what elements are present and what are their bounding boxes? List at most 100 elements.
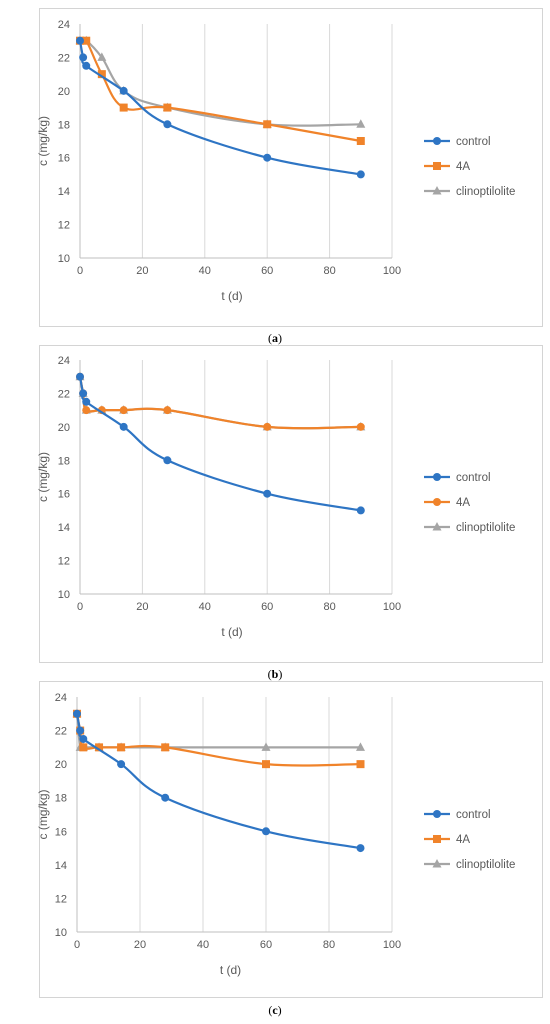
y-axis-label: c (mg/kg)	[36, 116, 50, 166]
data-point-4A	[161, 743, 170, 752]
y-tick-label: 18	[55, 793, 67, 805]
series-4A	[76, 36, 365, 145]
legend-c: control 4A clinoptilolite	[424, 809, 515, 871]
data-point-4A	[356, 760, 365, 769]
x-tick-label: 60	[260, 939, 272, 951]
y-tick-label: 20	[55, 759, 67, 771]
data-point-control	[263, 489, 272, 498]
chart-c: 10 12 14 16 18 20 22 24 0 20 40 60 80 100 t (d) c (mg/k…	[36, 692, 515, 977]
data-point-control	[76, 726, 85, 735]
y-axis-label: c (mg/kg)	[36, 789, 50, 839]
data-point-4A	[82, 36, 91, 45]
data-point-control	[119, 422, 128, 431]
panel-caption-c: (c)	[268, 1003, 282, 1017]
chart-panel-c	[39, 681, 543, 998]
chart-panel-a	[39, 8, 543, 327]
data-point-4A	[119, 406, 128, 415]
data-point-control	[76, 36, 84, 45]
legend-label: 4A	[456, 834, 470, 846]
y-tick-label: 16	[58, 489, 70, 501]
x-tick-label: 60	[261, 265, 273, 277]
y-tick-label: 12	[58, 220, 70, 232]
x-axis-label: t (d)	[221, 289, 242, 303]
y-tick-label: 12	[55, 893, 67, 905]
legend-label: control	[456, 809, 491, 821]
y-tick-label: 14	[58, 522, 70, 534]
y-tick-label: 10	[58, 253, 70, 265]
series-control	[73, 709, 365, 853]
data-point-control	[263, 153, 272, 162]
panel-caption-b: (b)	[267, 667, 283, 681]
legend-marker	[433, 810, 441, 818]
caption-letter-a: a	[272, 331, 278, 345]
data-point-4A	[356, 137, 365, 145]
series-clinoptilolite	[75, 35, 366, 128]
chart-panel-b	[39, 345, 543, 663]
y-tick-label: 24	[58, 19, 70, 31]
x-tick-label: 80	[323, 601, 335, 613]
data-point-control	[163, 120, 172, 129]
y-tick-label: 10	[58, 589, 70, 601]
legend-label: clinoptilolite	[456, 186, 515, 198]
data-point-control	[119, 86, 128, 95]
y-tick-label: 22	[58, 388, 70, 400]
chart-b: 10 12 14 16 18 20 22 24 0 20 40 60 80 100 t (d) c (mg/k…	[36, 355, 515, 639]
legend-b: control 4A clinoptilolite	[424, 472, 515, 534]
chart-a: 10 12 14 16 18 20 22 24 0 20 40 60 80 100 t (d) c (mg/k…	[36, 19, 515, 303]
data-point-control	[82, 61, 91, 70]
data-point-control	[79, 389, 88, 398]
data-point-4A	[262, 760, 270, 769]
series-line-control	[75, 713, 361, 850]
x-tick-label: 100	[383, 601, 401, 613]
caption-letter-c: c	[272, 1003, 278, 1017]
series-line-clinoptilolite	[79, 38, 361, 127]
data-point-control	[356, 506, 365, 515]
caption-letter-b: b	[271, 667, 279, 681]
x-tick-label: 0	[74, 939, 80, 951]
data-point-control	[356, 844, 365, 853]
data-point-clinoptilolite	[356, 119, 366, 128]
y-tick-label: 20	[58, 86, 70, 98]
x-axis-label: t (d)	[221, 625, 242, 639]
data-point-control	[161, 793, 170, 802]
panel-caption-a: (a)	[268, 331, 282, 345]
y-tick-label: 12	[58, 556, 70, 568]
data-point-control	[163, 456, 172, 465]
series-line-4A	[78, 376, 361, 430]
series-4A	[76, 372, 365, 431]
data-point-4A	[263, 120, 272, 129]
series-line-4A	[75, 713, 361, 767]
legend-marker	[432, 522, 442, 531]
legend-label: clinoptilolite	[456, 522, 515, 534]
x-tick-label: 20	[134, 939, 146, 951]
x-axis-label: t (d)	[220, 963, 241, 977]
data-point-4A	[97, 70, 106, 79]
legend-label: control	[456, 472, 491, 484]
x-tick-label: 80	[323, 265, 335, 277]
data-point-4A	[82, 406, 91, 415]
series-control	[76, 36, 365, 179]
series-4A	[73, 709, 365, 769]
y-tick-label: 10	[55, 927, 67, 939]
data-point-control	[82, 397, 91, 406]
data-point-control	[79, 734, 88, 743]
y-tick-label: 22	[55, 726, 67, 738]
data-point-control	[79, 53, 88, 62]
x-tick-label: 100	[383, 265, 401, 277]
legend-label: clinoptilolite	[456, 859, 515, 871]
legend-marker	[432, 859, 442, 868]
data-point-4A	[263, 422, 272, 431]
data-point-4A	[119, 103, 128, 112]
x-tick-label: 0	[77, 601, 83, 613]
x-tick-label: 40	[199, 601, 211, 613]
data-point-4A	[163, 406, 172, 415]
data-point-control	[73, 709, 81, 718]
legend-a: control 4A clinoptilolite	[424, 136, 515, 198]
y-tick-label: 24	[55, 692, 67, 704]
x-tick-label: 40	[197, 939, 209, 951]
legend-label: 4A	[456, 497, 470, 509]
x-tick-label: 0	[77, 265, 83, 277]
x-tick-label: 40	[199, 265, 211, 277]
legend-marker	[433, 473, 441, 481]
